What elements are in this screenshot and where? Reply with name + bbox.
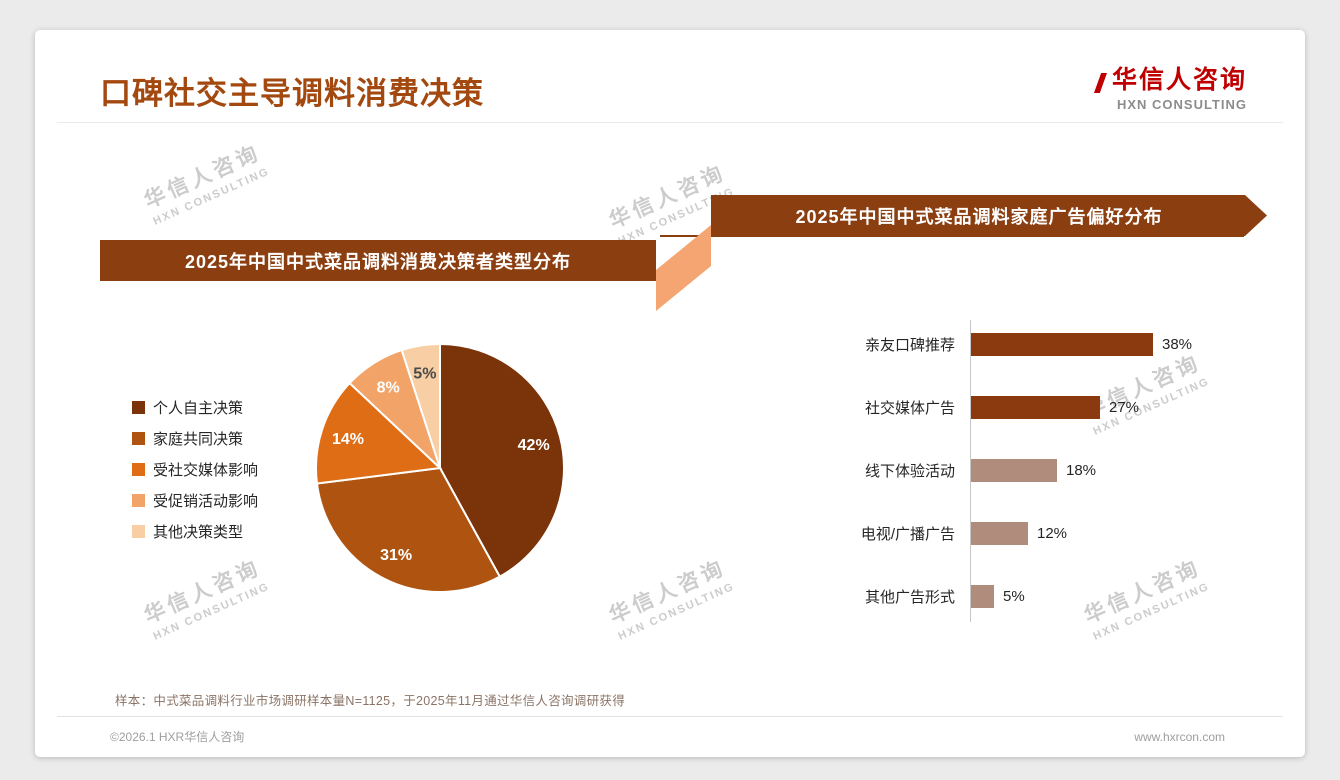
- bar-value-label: 5%: [1003, 588, 1025, 605]
- legend-item: 受社交媒体影响: [132, 454, 258, 485]
- pie-slice-label: 42%: [518, 437, 550, 454]
- bar-value-label: 12%: [1037, 525, 1068, 542]
- bar-category-label: 电视/广播广告: [860, 526, 955, 543]
- bar-track: 12%: [970, 522, 1067, 545]
- bar-chart-title: 2025年中国中式菜品调料家庭广告偏好分布: [795, 206, 1163, 227]
- bar-row: 亲友口碑推荐 38%: [858, 313, 1298, 376]
- bar-value-label: 27%: [1109, 399, 1140, 416]
- pie-slice: [315, 466, 502, 593]
- legend-swatch: [132, 401, 145, 414]
- legend-swatch: [132, 463, 145, 476]
- pie-slice: [439, 342, 565, 579]
- legend-item: 其他决策类型: [132, 516, 258, 547]
- bar: [970, 396, 1100, 419]
- watermark-cn: 华信人咨询: [605, 556, 730, 628]
- watermark-en: HXN CONSULTING: [616, 580, 737, 643]
- page-title: 口碑社交主导调料消费决策: [100, 76, 484, 111]
- legend-label: 受社交媒体影响: [153, 462, 259, 479]
- legend-label: 个人自主决策: [153, 400, 244, 417]
- bar-axis-line: [970, 320, 971, 622]
- bar-chart-title-banner: 2025年中国中式菜品调料家庭广告偏好分布: [711, 195, 1267, 236]
- bar-track: 5%: [970, 585, 1025, 608]
- website-url: www.hxrcon.com: [1134, 729, 1225, 744]
- legend-item: 家庭共同决策: [132, 423, 258, 454]
- pie-slice-label: 31%: [380, 547, 412, 564]
- bar: [970, 585, 994, 608]
- bar-category-label: 亲友口碑推荐: [864, 337, 955, 354]
- bar: [970, 522, 1028, 545]
- pie-slice: [315, 381, 443, 485]
- pie-slice: [400, 342, 441, 469]
- pie-slice-label: 8%: [377, 379, 400, 396]
- bar-row: 其他广告形式 5%: [858, 565, 1298, 628]
- watermark: 华信人咨询 HXN CONSULTING: [114, 540, 296, 653]
- banner-connector: [656, 225, 711, 311]
- bar-track: 27%: [970, 396, 1139, 419]
- pie-chart-title: 2025年中国中式菜品调料消费决策者类型分布: [184, 251, 572, 272]
- logo-top: 华信人咨询: [1093, 66, 1247, 94]
- legend-label: 家庭共同决策: [153, 431, 244, 448]
- logo: 华信人咨询 HXN CONSULTING: [1093, 66, 1247, 112]
- bar-track: 18%: [970, 459, 1096, 482]
- pie-slice-label: 14%: [332, 431, 364, 448]
- watermark-cn: 华信人咨询: [140, 556, 265, 628]
- bar-row: 线下体验活动 18%: [858, 439, 1298, 502]
- logo-text-en: HXN CONSULTING: [1116, 97, 1247, 112]
- bar-value-label: 18%: [1066, 462, 1097, 479]
- watermark-en: HXN CONSULTING: [151, 580, 272, 643]
- legend-swatch: [132, 494, 145, 507]
- pie-chart-title-banner: 2025年中国中式菜品调料消费决策者类型分布: [100, 240, 656, 281]
- legend-item: 个人自主决策: [132, 392, 258, 423]
- legend-label: 受促销活动影响: [153, 493, 259, 510]
- watermark: 华信人咨询 HXN CONSULTING: [114, 125, 296, 238]
- slide-card: 华信人咨询 HXN CONSULTING 华信人咨询 HXN CONSULTIN…: [35, 30, 1305, 757]
- bar-track: 38%: [970, 333, 1192, 356]
- bar-value-label: 38%: [1162, 336, 1193, 353]
- sample-note: 样本：中式菜品调料行业市场调研样本量N=1125，于2025年11月通过华信人咨…: [115, 694, 625, 708]
- bar-row: 电视/广播广告 12%: [858, 502, 1298, 565]
- pie-slice-label: 5%: [413, 365, 436, 382]
- watermark-cn: 华信人咨询: [140, 141, 265, 213]
- bar-category-label: 社交媒体广告: [864, 400, 955, 417]
- watermark-en: HXN CONSULTING: [151, 165, 272, 228]
- footer: ©2026.1 HXR华信人咨询 www.hxrcon.com: [57, 716, 1283, 756]
- bar: [970, 459, 1057, 482]
- watermark: 华信人咨询 HXN CONSULTING: [579, 540, 761, 653]
- bar: [970, 333, 1153, 356]
- header-divider: [57, 122, 1283, 123]
- bar-category-label: 线下体验活动: [864, 463, 955, 480]
- bar-category-label: 其他广告形式: [864, 589, 955, 606]
- legend-item: 受促销活动影响: [132, 485, 258, 516]
- pie-legend: 个人自主决策 家庭共同决策 受社交媒体影响 受促销活动影响 其他决策类型: [132, 392, 258, 547]
- copyright-text: ©2026.1 HXR华信人咨询: [110, 730, 245, 744]
- legend-swatch: [132, 432, 145, 445]
- legend-label: 其他决策类型: [153, 524, 244, 541]
- pie-chart: 42% 31% 14% 8% 5%: [315, 342, 565, 593]
- banner-underline: [660, 235, 1244, 237]
- legend-swatch: [132, 525, 145, 538]
- bar-chart: 亲友口碑推荐 38% 社交媒体广告 27% 线下体验活动 18%: [858, 313, 1298, 628]
- header: 口碑社交主导调料消费决策 华信人咨询 HXN CONSULTING: [100, 68, 1247, 113]
- logo-text-cn: 华信人咨询: [1111, 66, 1247, 94]
- logo-icon: [1093, 73, 1107, 93]
- bar-row: 社交媒体广告 27%: [858, 376, 1298, 439]
